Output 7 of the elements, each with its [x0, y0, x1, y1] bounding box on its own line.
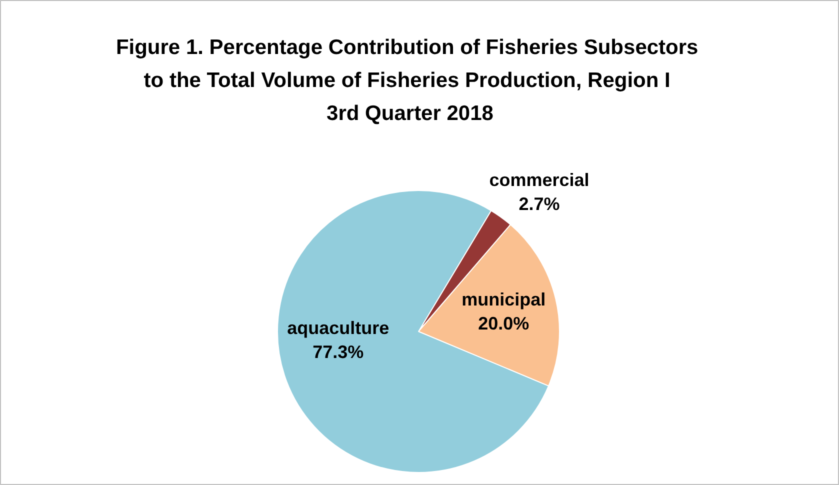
chart-title: Figure 1. Percentage Contribution of Fisheries Subsectors to the Total Volume of Fisheries Production, Region I 3rd Quarter 2018 — [116, 36, 698, 125]
slice-label: commercial — [489, 170, 590, 190]
slice-label: aquaculture — [287, 318, 390, 338]
slice-label: municipal — [462, 289, 546, 310]
data-label: 77.3% — [312, 342, 364, 362]
data-label: 2.7% — [518, 194, 560, 214]
data-label: 20.0% — [478, 313, 530, 334]
